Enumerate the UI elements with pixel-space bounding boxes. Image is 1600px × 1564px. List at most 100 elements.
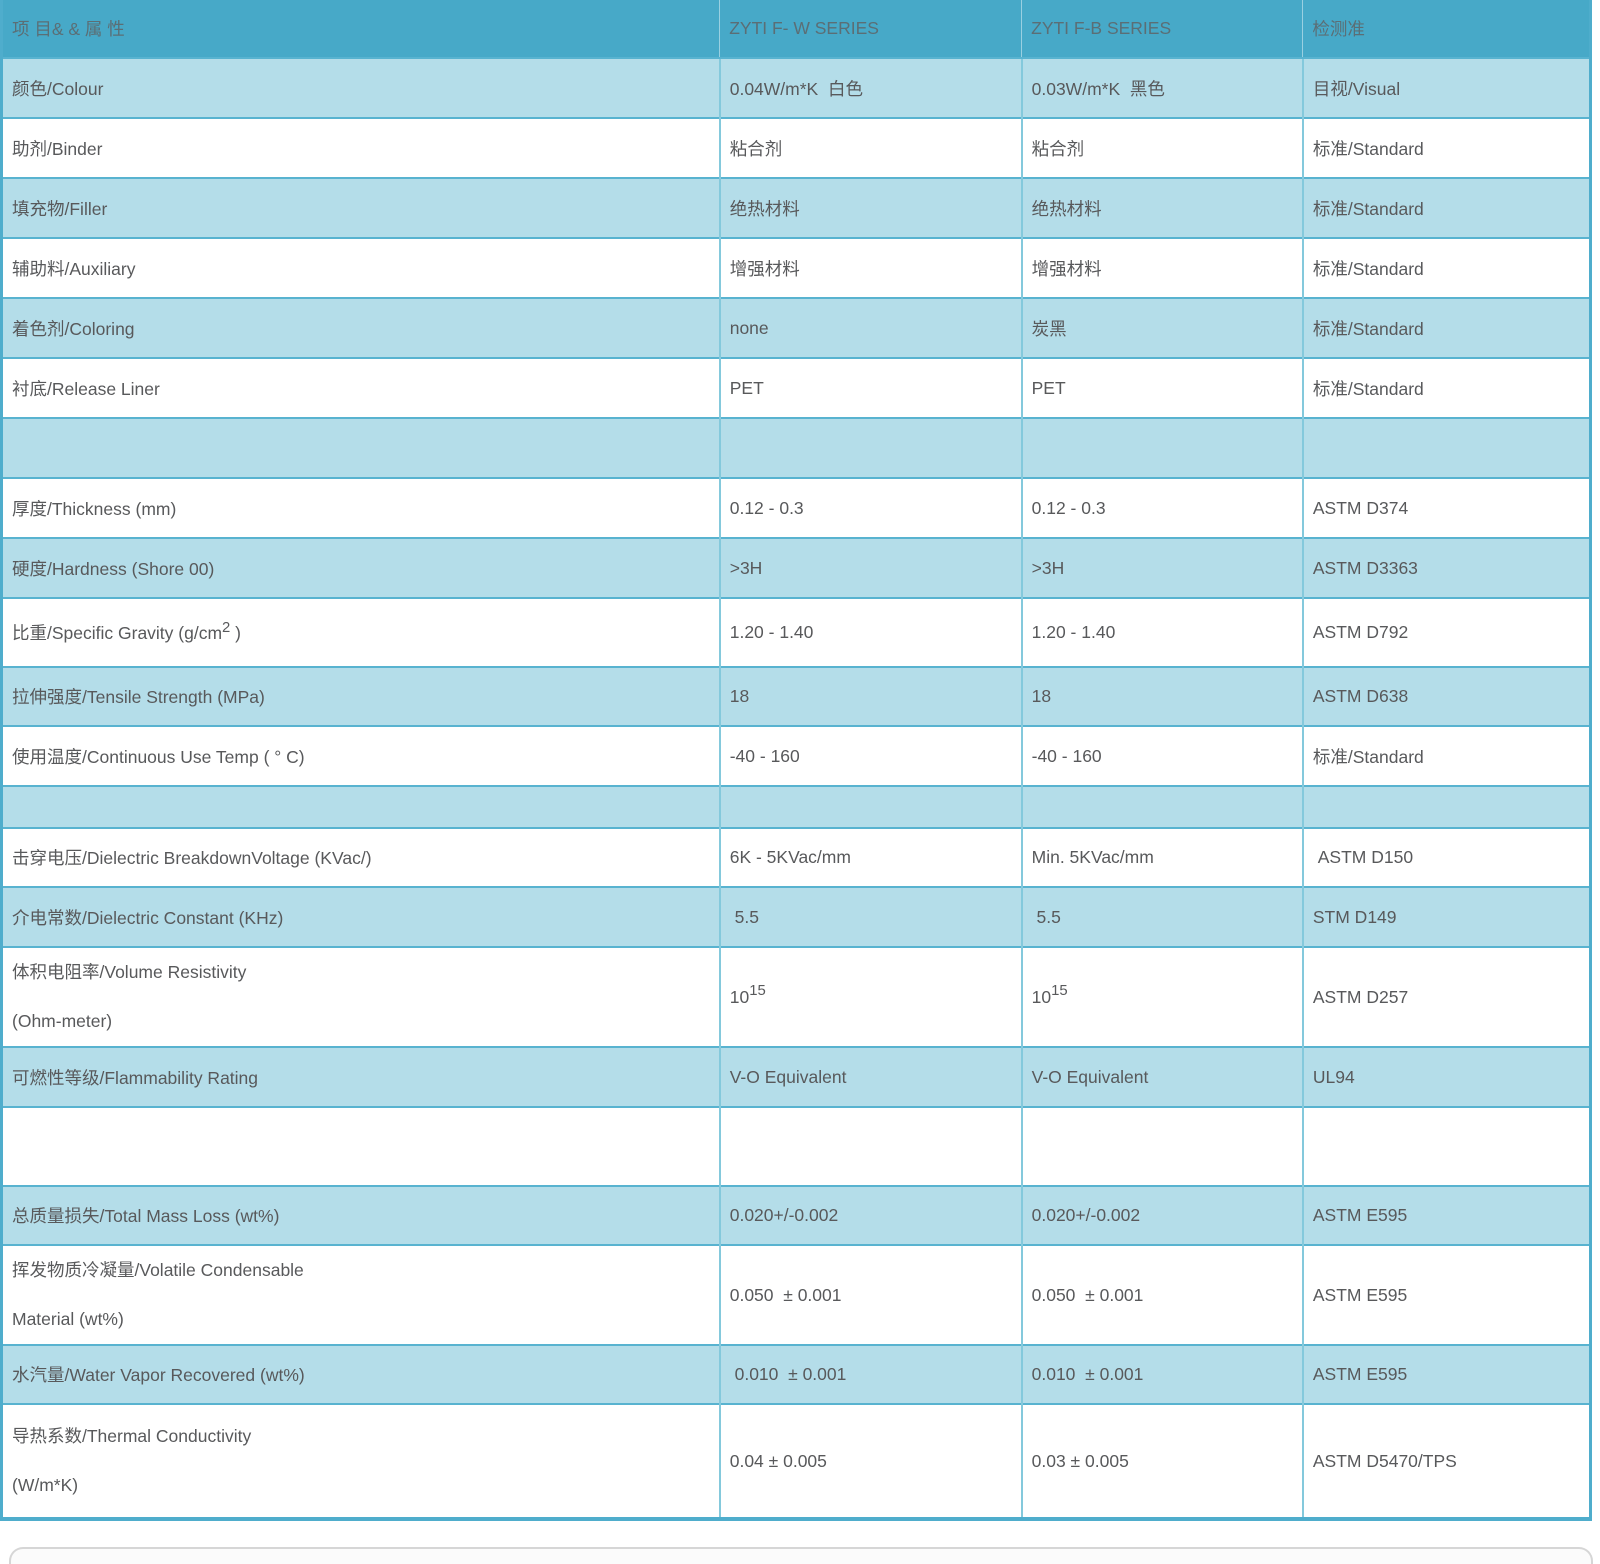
header-cell: ZYTI F-B SERIES bbox=[1021, 0, 1303, 58]
table-row: 辅助料/Auxiliary 增强材料 增强材料 标准/Standard bbox=[1, 237, 1591, 298]
value-cell: ASTM D257 bbox=[1301, 946, 1591, 1047]
property-label-cell: 衬底/Release Liner bbox=[1, 357, 720, 418]
cell-superscript: 15 bbox=[749, 983, 766, 1000]
property-label-cell: 击穿电压/Dielectric BreakdownVoltage (KVac/) bbox=[1, 827, 720, 887]
property-label-cell: 体积电阻率/Volume Resistivity (Ohm-meter) bbox=[1, 946, 720, 1047]
value-cell: 1015 bbox=[718, 946, 1022, 1047]
header-row: 项 目& & 属 性 ZYTI F- W SERIES ZYTI F-B SERIE… bbox=[1, 0, 1591, 58]
value-cell bbox=[1020, 417, 1303, 478]
table-row: 厚度/Thickness (mm) 0.12 - 0.3 0.12 - 0.3 AST… bbox=[1, 477, 1591, 538]
value-cell: 5.5 bbox=[1020, 886, 1303, 947]
property-label-cell: 辅助料/Auxiliary bbox=[1, 237, 720, 298]
property-label-cell: 填充物/Filler bbox=[1, 177, 720, 238]
value-cell: 18 bbox=[1020, 666, 1303, 726]
value-cell: ASTM E595 bbox=[1301, 1185, 1591, 1245]
table-row: 衬底/Release Liner PET PET 标准/Standard bbox=[1, 357, 1591, 418]
spec-table-header: 项 目& & 属 性 ZYTI F- W SERIES ZYTI F-B SERIE… bbox=[1, 0, 1591, 58]
value-cell: 0.03W/m*K 黑色 bbox=[1020, 57, 1303, 118]
cell-text: 10 bbox=[1031, 986, 1052, 1007]
value-cell: ASTM D638 bbox=[1301, 666, 1591, 726]
table-row: 导热系数/Thermal Conductivity (W/m*K) 0.04 ± 0… bbox=[1, 1403, 1591, 1519]
property-label-cell: 介电常数/Dielectric Constant (KHz) bbox=[1, 886, 720, 947]
cell-line: 导热系数/Thermal Conductivity bbox=[12, 1426, 252, 1446]
table-row: 填充物/Filler 绝热材料 绝热材料 标准/Standard bbox=[1, 177, 1591, 238]
spacer-row bbox=[1, 1106, 1591, 1186]
value-cell: 0.04 ± 0.005 bbox=[718, 1403, 1022, 1519]
value-cell: 1.20 - 1.40 bbox=[1020, 597, 1303, 667]
value-cell: 0.12 - 0.3 bbox=[718, 477, 1022, 538]
cell-line: 挥发物质冷凝量/Volatile Condensable bbox=[12, 1260, 304, 1280]
value-cell bbox=[1301, 417, 1591, 478]
table-row: 挥发物质冷凝量/Volatile Condensable Material (wt… bbox=[1, 1244, 1591, 1345]
value-cell: ASTM E595 bbox=[1301, 1344, 1591, 1404]
value-cell: V-O Equivalent bbox=[1020, 1046, 1303, 1107]
value-cell: ASTM D150 bbox=[1301, 827, 1591, 887]
value-cell: 0.03 ± 0.005 bbox=[1020, 1403, 1303, 1519]
value-cell: 绝热材料 bbox=[718, 177, 1022, 238]
value-cell bbox=[718, 785, 1022, 828]
value-cell: 0.020+/-0.002 bbox=[718, 1185, 1022, 1245]
cell-superscript: 15 bbox=[1051, 983, 1068, 1000]
spacer-row bbox=[1, 785, 1591, 828]
property-label-cell: 颜色/Colour bbox=[1, 57, 720, 118]
property-label-cell: 使用温度/Continuous Use Temp ( ° C) bbox=[1, 725, 720, 786]
value-cell bbox=[1020, 785, 1303, 828]
spec-table-body: 颜色/Colour 0.04W/m*K 白色 0.03W/m*K 黑色 目视/Visu… bbox=[1, 57, 1591, 1519]
property-label-cell bbox=[1, 785, 720, 828]
value-cell bbox=[718, 1106, 1022, 1186]
value-cell: 标准/Standard bbox=[1301, 725, 1591, 786]
property-label-cell: 挥发物质冷凝量/Volatile Condensable Material (wt… bbox=[1, 1244, 720, 1345]
value-cell: Min. 5KVac/mm bbox=[1020, 827, 1303, 887]
value-cell: 目视/Visual bbox=[1301, 57, 1591, 118]
spacer-row bbox=[1, 417, 1591, 478]
value-cell: 18 bbox=[718, 666, 1022, 726]
table-row: 使用温度/Continuous Use Temp ( ° C) -40 - 160… bbox=[1, 725, 1591, 786]
value-cell: 绝热材料 bbox=[1020, 177, 1303, 238]
value-cell: 0.020+/-0.002 bbox=[1020, 1185, 1303, 1245]
value-cell: -40 - 160 bbox=[718, 725, 1022, 786]
value-cell: V-O Equivalent bbox=[718, 1046, 1022, 1107]
value-cell: >3H bbox=[718, 537, 1022, 598]
table-row: 总质量损失/Total Mass Loss (wt%) 0.020+/-0.002… bbox=[1, 1185, 1591, 1245]
value-cell: UL94 bbox=[1301, 1046, 1591, 1107]
cell-line: (W/m*K) bbox=[12, 1475, 79, 1495]
value-cell: 标准/Standard bbox=[1301, 297, 1591, 358]
property-label-cell: 水汽量/Water Vapor Recovered (wt%) bbox=[1, 1344, 720, 1404]
value-cell: ASTM E595 bbox=[1301, 1244, 1591, 1345]
value-cell: 粘合剂 bbox=[1020, 117, 1303, 178]
cell-line: (Ohm-meter) bbox=[12, 1011, 113, 1031]
value-cell: 标准/Standard bbox=[1301, 237, 1591, 298]
cell-line: 体积电阻率/Volume Resistivity bbox=[12, 962, 247, 982]
value-cell: 0.050 ± 0.001 bbox=[1020, 1244, 1303, 1345]
property-label-cell: 助剂/Binder bbox=[1, 117, 720, 178]
value-cell: ASTM D374 bbox=[1301, 477, 1591, 538]
value-cell: ASTM D3363 bbox=[1301, 537, 1591, 598]
value-cell: 1015 bbox=[1020, 946, 1303, 1047]
property-label-cell bbox=[1, 417, 720, 478]
value-cell: ASTM D792 bbox=[1301, 597, 1591, 667]
value-cell bbox=[1020, 1106, 1303, 1186]
value-cell: >3H bbox=[1020, 537, 1303, 598]
spec-table: 项 目& & 属 性 ZYTI F- W SERIES ZYTI F-B SERIE… bbox=[0, 0, 1592, 1521]
value-cell: 0.04W/m*K 白色 bbox=[718, 57, 1022, 118]
value-cell: 标准/Standard bbox=[1301, 117, 1591, 178]
cell-superscript: 2 bbox=[222, 619, 231, 636]
value-cell: 0.010 ± 0.001 bbox=[718, 1344, 1022, 1404]
value-cell: 炭黑 bbox=[1020, 297, 1303, 358]
value-cell: 1.20 - 1.40 bbox=[718, 597, 1022, 667]
property-label-cell: 厚度/Thickness (mm) bbox=[1, 477, 720, 538]
table-row: 击穿电压/Dielectric BreakdownVoltage (KVac/)… bbox=[1, 827, 1591, 887]
value-cell: PET bbox=[718, 357, 1022, 418]
property-label-cell: 总质量损失/Total Mass Loss (wt%) bbox=[1, 1185, 720, 1245]
value-cell bbox=[1301, 785, 1591, 828]
property-label-cell: 着色剂/Coloring bbox=[1, 297, 720, 358]
property-label-cell bbox=[1, 1106, 720, 1186]
cell-text: ) bbox=[230, 623, 242, 643]
table-row: 拉伸强度/Tensile Strength (MPa) 18 18 ASTM D638 bbox=[1, 666, 1591, 726]
value-cell: -40 - 160 bbox=[1020, 725, 1303, 786]
header-cell: 项 目& & 属 性 bbox=[1, 0, 720, 58]
value-cell: 0.050 ± 0.001 bbox=[718, 1244, 1022, 1345]
value-cell: 6K - 5KVac/mm bbox=[718, 827, 1022, 887]
value-cell: ASTM D5470/TPS bbox=[1301, 1403, 1591, 1519]
value-cell: 增强材料 bbox=[718, 237, 1022, 298]
